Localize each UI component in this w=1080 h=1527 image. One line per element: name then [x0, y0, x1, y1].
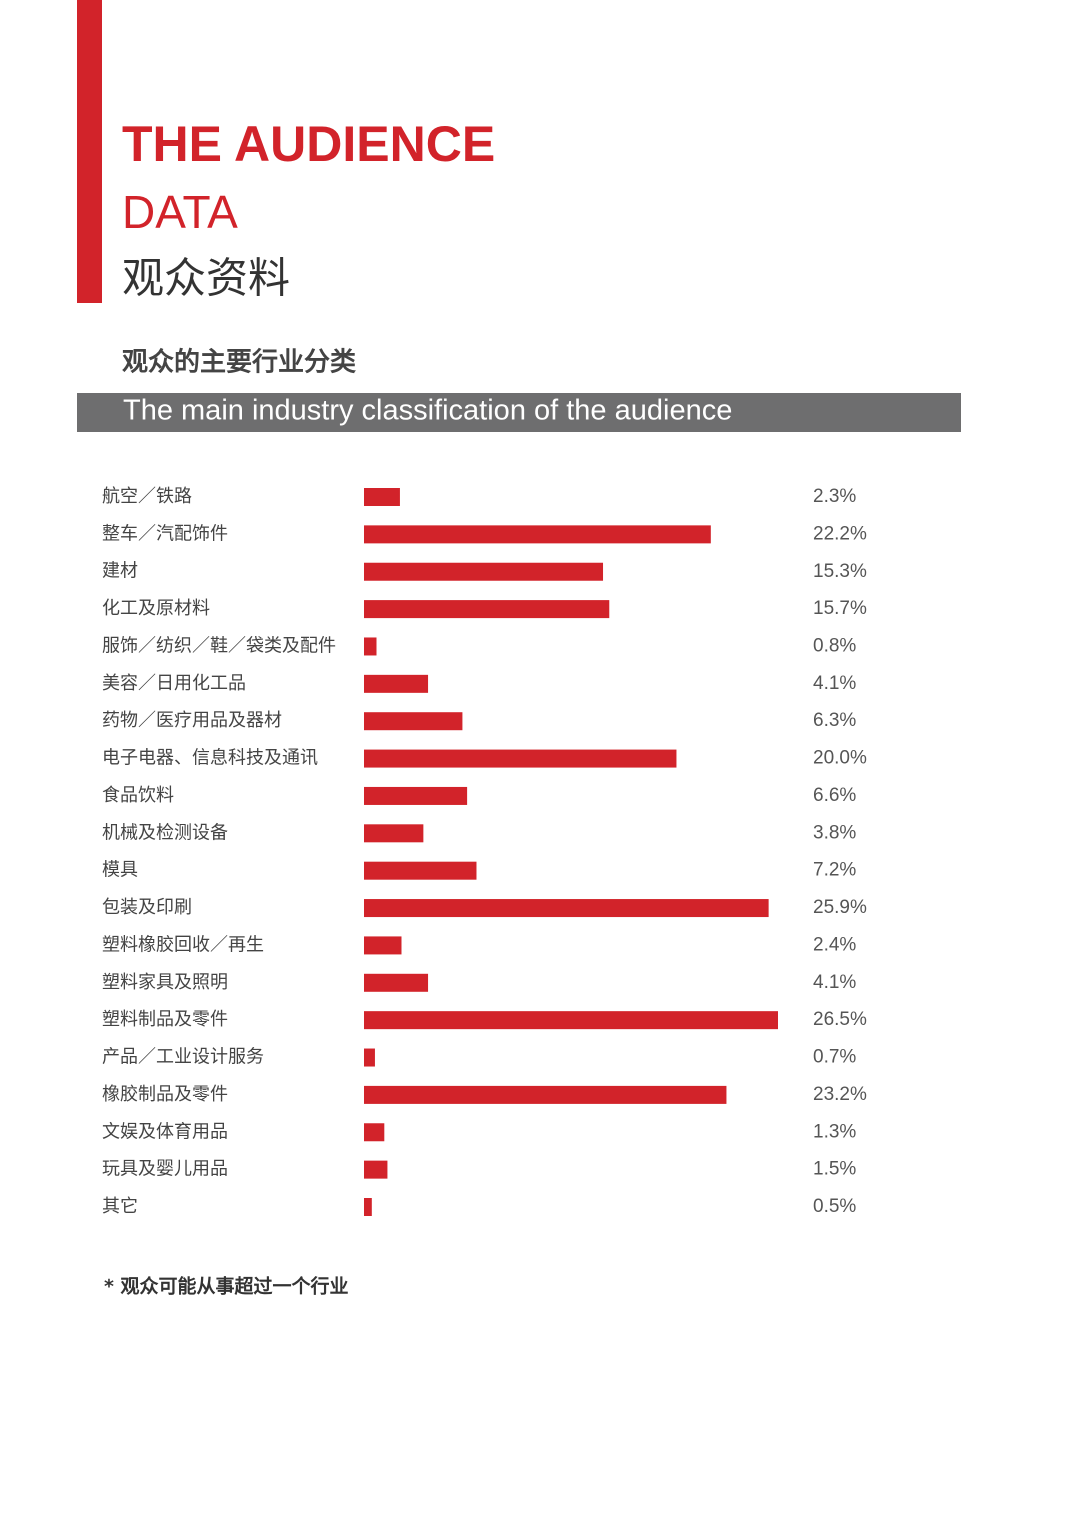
- category-label: 塑料家具及照明: [102, 972, 228, 993]
- value-label: 1.3%: [813, 1121, 856, 1142]
- category-label: 产品／工业设计服务: [102, 1047, 264, 1068]
- value-label: 7.2%: [813, 860, 856, 881]
- bar: [364, 525, 711, 544]
- value-label: 22.2%: [813, 523, 867, 544]
- bar: [364, 674, 429, 693]
- bar: [364, 1160, 388, 1179]
- category-label: 包装及印刷: [102, 897, 192, 918]
- category-label: 美容／日用化工品: [102, 673, 246, 694]
- category-label: 玩具及婴儿用品: [102, 1159, 228, 1180]
- page-subtitle-cn: 观众资料: [122, 254, 290, 303]
- value-label: 0.5%: [813, 1196, 856, 1217]
- bar: [364, 824, 424, 843]
- bar: [364, 1123, 385, 1142]
- category-label: 塑料橡胶回收／再生: [102, 934, 264, 955]
- category-label: 化工及原材料: [102, 598, 210, 619]
- value-label: 26.5%: [813, 1009, 867, 1030]
- bar: [364, 488, 400, 506]
- accent-bar: [77, 0, 102, 303]
- value-label: 20.0%: [813, 748, 867, 769]
- category-label: 机械及检测设备: [102, 822, 228, 843]
- bar: [364, 786, 468, 805]
- value-label: 4.1%: [813, 673, 856, 694]
- subtitle-band: [77, 393, 961, 432]
- value-label: 2.4%: [813, 934, 856, 955]
- value-label: 3.8%: [813, 822, 856, 843]
- bar: [364, 861, 477, 880]
- chart-title: 观众的主要行业分类: [122, 347, 356, 378]
- value-label: 0.8%: [813, 635, 856, 656]
- page-title: THE AUDIENCE: [122, 116, 495, 172]
- category-label: 药物／医疗用品及器材: [102, 710, 282, 731]
- bar: [364, 973, 429, 992]
- value-label: 15.3%: [813, 561, 867, 582]
- bar: [364, 936, 402, 955]
- category-label: 橡胶制品及零件: [102, 1084, 228, 1105]
- category-label: 整车／汽配饰件: [102, 523, 228, 544]
- value-label: 23.2%: [813, 1084, 867, 1105]
- value-label: 4.1%: [813, 972, 856, 993]
- value-label: 1.5%: [813, 1159, 856, 1180]
- footnote: * 观众可能从事超过一个行业: [104, 1275, 349, 1298]
- chart-subtitle: The main industry classification of the …: [123, 395, 732, 427]
- value-label: 25.9%: [813, 897, 867, 918]
- value-label: 15.7%: [813, 598, 867, 619]
- category-label: 服饰／纺织／鞋／袋类及配件: [102, 635, 336, 656]
- bar: [364, 1011, 778, 1030]
- bar: [364, 1048, 375, 1067]
- category-label: 电子电器、信息科技及通讯: [102, 748, 318, 769]
- bar: [364, 1085, 727, 1104]
- category-label: 其它: [102, 1196, 138, 1217]
- value-label: 2.3%: [813, 486, 856, 507]
- bar: [364, 637, 377, 656]
- bar: [364, 562, 604, 581]
- category-label: 航空／铁路: [102, 486, 192, 507]
- category-label: 食品饮料: [102, 785, 174, 806]
- value-label: 6.6%: [813, 785, 856, 806]
- value-label: 6.3%: [813, 710, 856, 731]
- bar: [364, 899, 769, 918]
- category-label: 建材: [102, 561, 138, 582]
- page-subtitle: DATA: [122, 186, 238, 238]
- bar: [364, 1198, 372, 1216]
- bar: [364, 749, 677, 768]
- category-label: 模具: [102, 860, 138, 881]
- bar: [364, 712, 463, 731]
- category-label: 塑料制品及零件: [102, 1009, 228, 1030]
- value-label: 0.7%: [813, 1047, 856, 1068]
- bar: [364, 600, 610, 619]
- category-label: 文娱及体育用品: [102, 1121, 228, 1142]
